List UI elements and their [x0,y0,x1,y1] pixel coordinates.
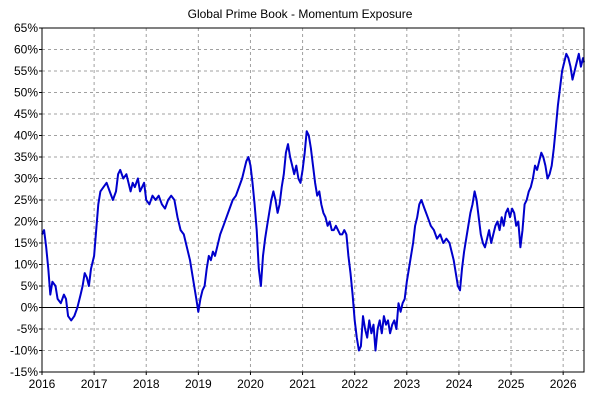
x-tick-label: 2025 [498,377,525,391]
y-tick-label: 60% [14,43,38,57]
x-tick-label: 2020 [237,377,264,391]
grid-layer [42,28,584,372]
axis-labels: -15% -10% -5% 0% 5% 10% 15% 20% 25% 30% 35% 40% 45% 5… [10,21,577,391]
x-tick-label: 2016 [29,377,56,391]
y-tick-label: 30% [14,172,38,186]
y-tick-label: 0% [21,301,39,315]
y-tick-label: 20% [14,215,38,229]
x-tick-label: 2018 [133,377,160,391]
y-tick-label: 15% [14,236,38,250]
y-tick-label: 65% [14,21,38,35]
x-tick-label: 2024 [446,377,473,391]
y-tick-label: 50% [14,86,38,100]
series-layer [41,52,585,352]
y-tick-label: 45% [14,107,38,121]
x-tick-label: 2021 [289,377,316,391]
x-tick-label: 2022 [341,377,368,391]
y-tick-label: 35% [14,150,38,164]
chart-title: Global Prime Book - Momentum Exposure [188,7,413,21]
y-tick-label: -15% [10,365,38,379]
momentum-exposure-line [41,52,585,352]
x-tick-label: 2019 [185,377,212,391]
y-tick-label: 55% [14,64,38,78]
y-tick-label: 10% [14,258,38,272]
y-tick-label: -10% [10,344,38,358]
y-tick-label: 25% [14,193,38,207]
x-tick-label: 2026 [550,377,577,391]
y-tick-label: 5% [21,279,39,293]
y-tick-label: -5% [17,322,39,336]
x-tick-label: 2023 [393,377,420,391]
y-tick-label: 40% [14,129,38,143]
x-tick-label: 2017 [81,377,108,391]
